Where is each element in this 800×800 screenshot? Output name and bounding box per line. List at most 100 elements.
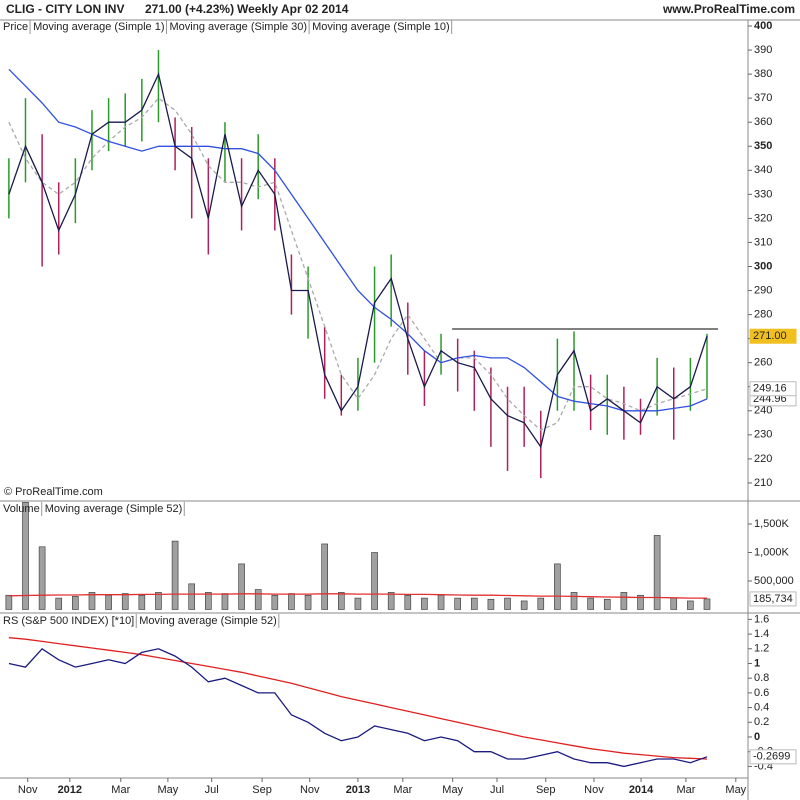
volume-bar: [88, 592, 96, 610]
legend-entry: Moving average (Simple 1): [33, 21, 164, 33]
x-tick-label: Jul: [490, 784, 504, 796]
series-line: [8, 72, 708, 449]
y-tick-label: 370: [754, 92, 772, 104]
y-tick-label: 330: [754, 188, 772, 200]
last-value-box: [749, 591, 797, 607]
y-tick-label: 0.8: [754, 672, 769, 684]
y-tick-label: 1,500K: [754, 518, 790, 530]
y-tick-label: 280: [754, 308, 772, 320]
volume-bar: [537, 597, 545, 610]
volume-bar: [687, 600, 694, 610]
x-tick-label: Sep: [536, 784, 556, 796]
volume-bar: [5, 594, 13, 610]
series-line: [8, 593, 707, 599]
volume-bar: [487, 598, 495, 610]
series-line: [8, 637, 708, 760]
y-tick-label: 260: [754, 357, 772, 369]
y-tick-label: 0.6: [754, 687, 769, 699]
legend-entry: Moving average (Simple 30): [170, 21, 308, 33]
volume-bar: [570, 592, 578, 610]
legend-entry: Moving average (Simple 52): [139, 615, 277, 627]
volume-bar: [155, 592, 162, 610]
y-tick-label: 400: [754, 20, 772, 32]
x-tick-label: Nov: [300, 784, 320, 796]
volume-bar: [238, 563, 245, 610]
legend-entry: Price: [3, 21, 28, 33]
volume-bar: [321, 543, 328, 610]
last-value-box: [749, 381, 797, 397]
x-tick-label: Mar: [111, 784, 130, 796]
volume-bar: [171, 540, 179, 610]
legend-entry: Moving average (Simple 52): [45, 503, 183, 515]
y-tick-label: 210: [754, 477, 772, 489]
y-tick-label: 220: [754, 453, 772, 465]
volume-bar: [670, 597, 678, 610]
volume-bar: [254, 589, 262, 610]
date: Apr 02 2014: [281, 2, 349, 16]
series-line: [8, 647, 708, 768]
volume-bar: [587, 597, 594, 610]
volume-bar: [188, 583, 196, 610]
y-tick-label: 240: [754, 405, 772, 417]
y-tick-label: 0.2: [754, 716, 769, 728]
series-line: [8, 97, 708, 431]
volume-bar: [404, 594, 412, 610]
volume-bar: [387, 592, 395, 610]
volume-bar: [338, 592, 345, 610]
volume-bar: [703, 598, 711, 610]
last-value-box: [749, 328, 797, 344]
y-tick-label: 310: [754, 236, 772, 248]
legend-entry: Volume: [3, 503, 40, 515]
volume-bar: [121, 593, 129, 610]
volume-bar: [653, 535, 661, 610]
volume-bar: [205, 592, 212, 610]
volume-bar: [603, 598, 611, 610]
x-tick-label: Mar: [676, 784, 695, 796]
y-tick-label: 350: [754, 140, 772, 152]
last-value-label: -0.2699: [753, 751, 790, 763]
x-tick-label: Jul: [205, 784, 219, 796]
volume-bar: [637, 594, 644, 610]
x-tick-label: May: [442, 784, 463, 796]
y-tick-label: 1: [754, 657, 760, 669]
volume-bar: [421, 597, 428, 610]
last-value-label: 185,734: [753, 593, 793, 605]
volume-bar: [138, 594, 146, 610]
legend-entry: RS (S&P 500 INDEX) [*10]: [3, 615, 134, 627]
site: www.ProRealTime.com: [662, 2, 795, 16]
period: Weekly: [237, 2, 278, 16]
x-tick-label: May: [725, 784, 746, 796]
y-tick-label: 0: [754, 731, 760, 743]
y-tick-label: 230: [754, 429, 772, 441]
volume-bar: [371, 552, 378, 610]
last-value-box: [749, 749, 797, 765]
volume-bar: [72, 596, 79, 610]
volume-bar: [504, 597, 511, 610]
legend-entry: Moving average (Simple 10): [312, 21, 450, 33]
y-tick-label: 290: [754, 284, 772, 296]
x-tick-label: Nov: [18, 784, 38, 796]
y-tick-label: 1.2: [754, 643, 769, 655]
y-tick-label: 320: [754, 212, 772, 224]
volume-bar: [105, 594, 112, 610]
x-tick-label: Mar: [393, 784, 412, 796]
y-tick-label: 300: [754, 260, 772, 272]
volume-bar: [55, 597, 63, 610]
x-tick-label: May: [157, 784, 178, 796]
y-tick-label: 390: [754, 44, 772, 56]
series-line: [8, 68, 708, 412]
volume-bar: [620, 592, 628, 610]
volume-bar: [38, 546, 46, 610]
y-tick-label: 1.4: [754, 628, 769, 640]
symbol: CLIG - CITY LON INV: [6, 2, 124, 16]
volume-bar: [470, 597, 478, 610]
x-tick-label: 2013: [346, 784, 370, 796]
volume-bar: [454, 597, 461, 610]
volume-bar: [520, 600, 528, 610]
volume-bar: [354, 597, 362, 610]
change: 271.00 (+4.23%): [145, 2, 234, 16]
y-tick-label: 1,000K: [754, 546, 790, 558]
volume-bar: [288, 593, 295, 610]
